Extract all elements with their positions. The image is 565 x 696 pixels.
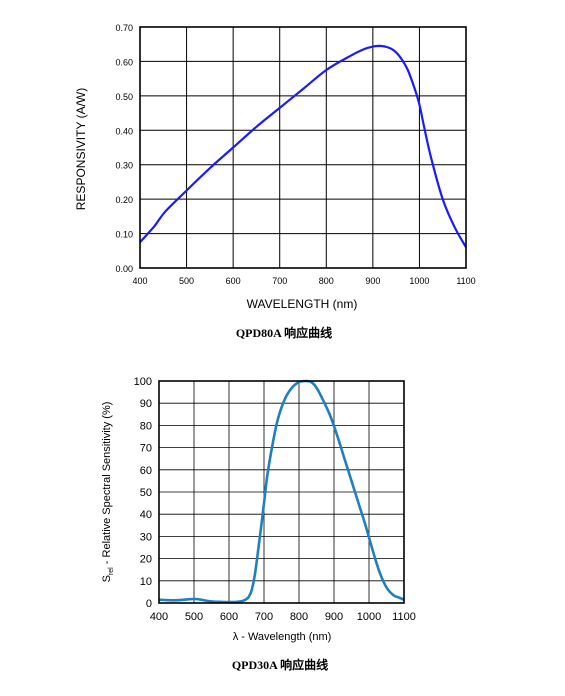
x-tick-label: 400 xyxy=(150,611,168,623)
x-tick-label: 900 xyxy=(325,611,343,623)
y-tick-label: 0.00 xyxy=(115,264,133,274)
y-tick-label: 0.30 xyxy=(115,161,133,171)
y-tick-labels: 0 10 20 30 40 50 60 70 80 90 100 xyxy=(134,376,152,610)
grid xyxy=(158,380,405,604)
x-tick-label: 700 xyxy=(272,276,287,286)
x-tick-labels: 400 500 600 700 800 900 1000 1100 xyxy=(132,276,475,286)
y-tick-label: 0.20 xyxy=(115,195,133,205)
y-axis-title-main: S xyxy=(101,575,113,582)
x-tick-label: 400 xyxy=(132,276,147,286)
y-tick-label: 0 xyxy=(146,598,152,610)
chart-qpd80a: 0.00 0.10 0.20 0.30 0.40 0.50 0.60 0.70 400 500 6… xyxy=(74,23,476,340)
x-tick-label: 600 xyxy=(220,611,238,623)
x-tick-label: 500 xyxy=(185,611,203,623)
responsivity-curve xyxy=(139,44,467,248)
y-tick-label: 50 xyxy=(140,487,152,499)
y-tick-label: 70 xyxy=(140,443,152,455)
x-tick-label: 1000 xyxy=(409,276,429,286)
x-axis-title: λ - Wavelength (nm) xyxy=(233,631,332,643)
x-tick-label: 800 xyxy=(290,611,308,623)
plot-frame xyxy=(158,380,405,604)
y-tick-label: 0.50 xyxy=(115,92,133,102)
y-tick-label: 10 xyxy=(140,576,152,588)
x-tick-label: 900 xyxy=(365,276,380,286)
y-tick-label: 30 xyxy=(140,531,152,543)
chart-qpd30a: 0 10 20 30 40 50 60 70 80 90 100 400 500 600 700 800 90… xyxy=(101,376,416,672)
y-axis-title-subscript: rel xyxy=(108,567,115,575)
x-tick-label: 600 xyxy=(226,276,241,286)
y-tick-label: 100 xyxy=(134,376,152,388)
grid xyxy=(139,26,467,269)
x-tick-label: 700 xyxy=(255,611,273,623)
sensitivity-curve xyxy=(158,379,405,604)
y-tick-label: 0.40 xyxy=(115,126,133,136)
x-tick-label: 800 xyxy=(319,276,334,286)
y-tick-label: 20 xyxy=(140,554,152,566)
y-tick-label: 0.70 xyxy=(115,23,133,33)
y-tick-label: 80 xyxy=(140,420,152,432)
x-axis-title: WAVELENGTH (nm) xyxy=(247,297,358,311)
x-tick-label: 1000 xyxy=(357,611,381,623)
chart-caption: QPD80A 响应曲线 xyxy=(236,325,332,340)
y-axis-title-rest: - Relative Spectral Sensitivity (%) xyxy=(101,402,113,568)
y-tick-label: 90 xyxy=(140,398,152,410)
y-tick-labels: 0.00 0.10 0.20 0.30 0.40 0.50 0.60 0.70 xyxy=(115,23,133,274)
x-tick-label: 1100 xyxy=(392,611,416,623)
y-axis-title: Srel - Relative Spectral Sensitivity (%) xyxy=(101,402,115,583)
x-tick-label: 1100 xyxy=(456,276,475,286)
y-tick-label: 60 xyxy=(140,465,152,477)
x-tick-labels: 400 500 600 700 800 900 1000 1100 xyxy=(150,611,416,623)
y-tick-label: 40 xyxy=(140,509,152,521)
y-tick-label: 0.60 xyxy=(115,57,133,67)
y-tick-label: 0.10 xyxy=(115,230,133,240)
x-tick-label: 500 xyxy=(179,276,194,286)
chart-caption: QPD30A 响应曲线 xyxy=(232,657,328,672)
y-axis-title: RESPONSIVITY (A/W) xyxy=(74,88,88,210)
plot-frame xyxy=(139,26,467,269)
